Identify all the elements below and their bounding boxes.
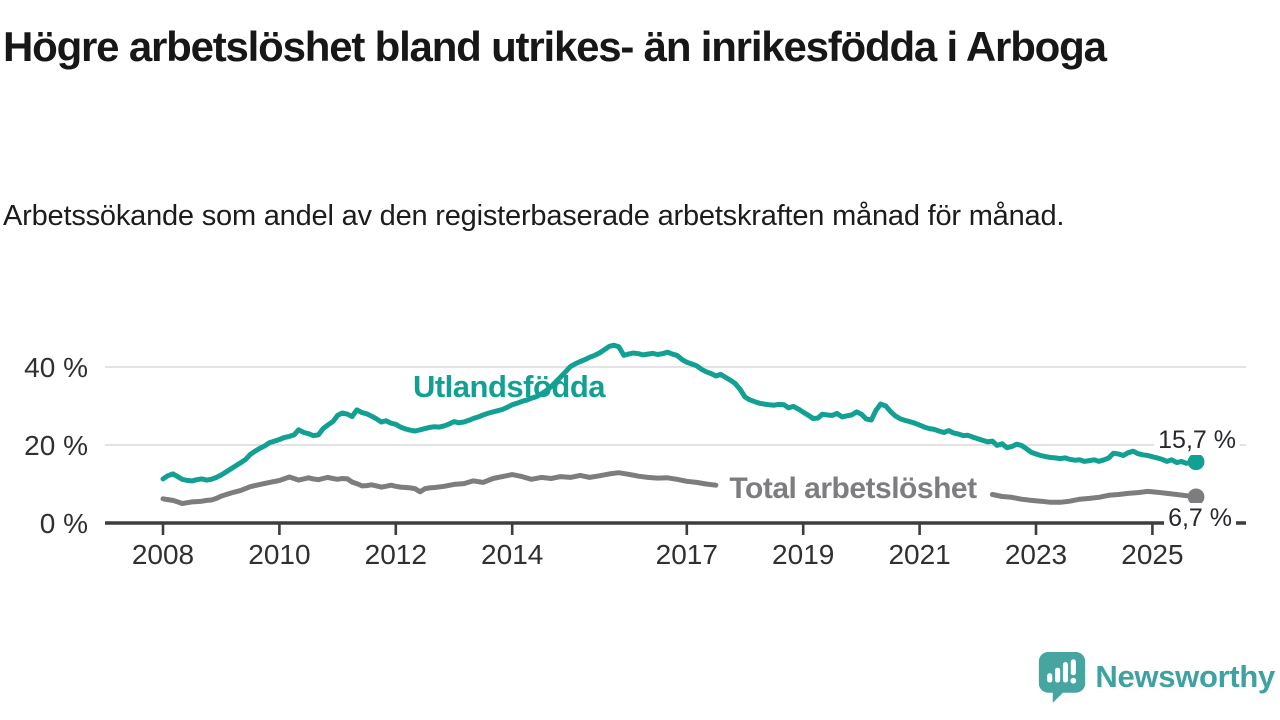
y-tick-label: 20 % [24, 430, 88, 461]
x-tick-label: 2012 [365, 539, 427, 570]
chart-subtitle: Arbetssökande som andel av den registerb… [3, 200, 1065, 232]
newsworthy-bubble-icon [1039, 652, 1086, 703]
bar-chart-glyph [1047, 659, 1077, 684]
newsworthy-logo-text: Newsworthy [1095, 659, 1275, 694]
page-title: Högre arbetslöshet bland utrikes- än inr… [3, 23, 1107, 70]
x-tick-label: 2017 [656, 539, 718, 570]
y-tick-label: 0 % [40, 508, 88, 539]
series-label-utlandsf-dda: Utlandsfödda [413, 369, 606, 404]
end-value-label-total-arbetsl-shet: 6,7 % [1168, 504, 1232, 532]
end-value-label-bg [1164, 503, 1236, 533]
series-end-dot-utlandsf-dda [1187, 453, 1205, 471]
x-tick-label: 2023 [1005, 539, 1067, 570]
x-tick-label: 2008 [132, 539, 194, 570]
newsworthy-logo: Newsworthy [1037, 650, 1275, 704]
end-value-label-utlandsf-dda: 15,7 % [1158, 426, 1236, 454]
y-tick-label: 40 % [24, 352, 88, 383]
exclamation-stem [1071, 659, 1077, 676]
end-value-label-bg [1154, 425, 1240, 455]
x-tick-label: 2014 [481, 539, 543, 570]
x-tick-label: 2019 [772, 539, 834, 570]
series-end-dot-total-arbetsl-shet [1187, 488, 1205, 506]
series-line-utlandsf-dda [160, 342, 1199, 484]
series-line-total-arbetsl-shet-seg2 [989, 488, 1199, 505]
exclamation-dot [1070, 677, 1077, 684]
series-label-total-arbetsl-shet: Total arbetslöshet [729, 472, 977, 505]
speech-bubble-shape [1039, 652, 1086, 703]
x-tick-label: 2021 [888, 539, 950, 570]
series-line-total-arbetsl-shet-seg1 [160, 470, 719, 506]
x-tick-label: 2025 [1121, 539, 1183, 570]
x-tick-label: 2010 [248, 539, 310, 570]
